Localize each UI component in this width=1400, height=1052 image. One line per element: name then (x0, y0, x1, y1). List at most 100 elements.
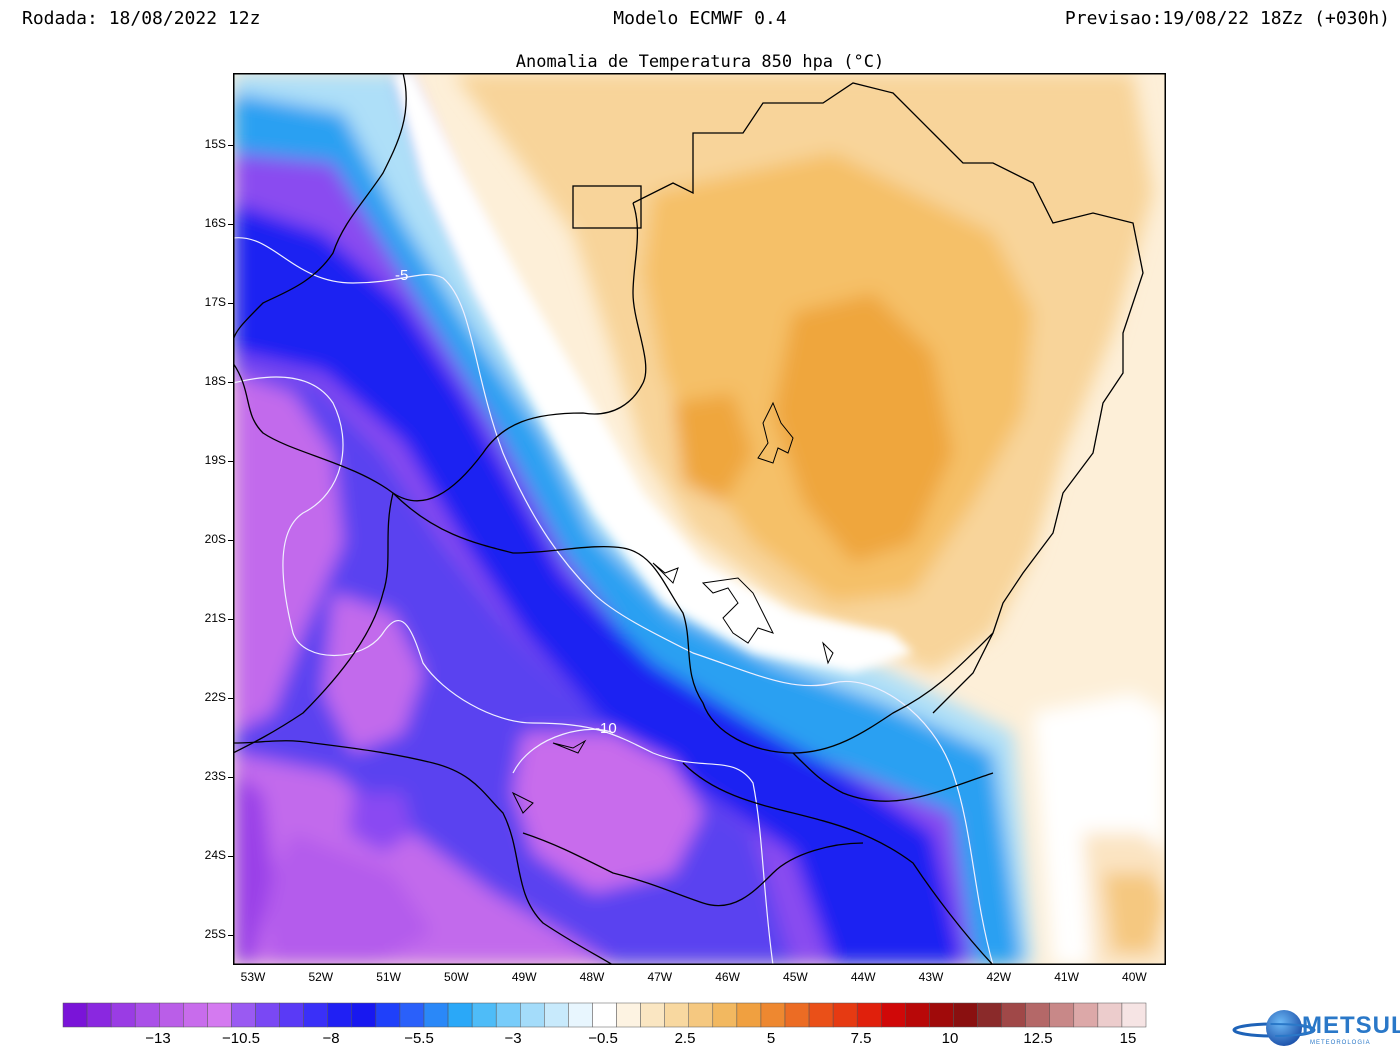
lon-label: 43W (918, 970, 944, 984)
colorbar-label: 5 (766, 1030, 776, 1047)
colorbar-swatch (255, 1002, 280, 1028)
colorbar-label: 10 (941, 1030, 959, 1047)
lat-tick (228, 461, 234, 462)
model-name: Modelo ECMWF 0.4 (613, 8, 787, 29)
lat-label: 16S (204, 216, 226, 230)
reservoirs (511, 401, 834, 814)
logo-name: METSUL (1302, 1012, 1400, 1039)
colorbar-swatch (399, 1002, 425, 1028)
lat-label: 20S (204, 532, 226, 546)
contour-label-minus5: -5 (395, 267, 408, 284)
lon-label: 44W (850, 970, 876, 984)
colorbar-swatch (1001, 1002, 1026, 1028)
lat-label: 23S (204, 769, 226, 783)
colorbar-swatch (423, 1002, 449, 1028)
forecast-time: Previsao:19/08/22 18Zz (+030h) (1064, 8, 1390, 29)
lat-tick (228, 540, 234, 541)
colorbar-swatch (495, 1002, 521, 1028)
colorbar-swatch (664, 1002, 689, 1028)
colorbar-swatch (183, 1002, 208, 1028)
colorbar-swatch (808, 1002, 834, 1028)
colorbar-swatch (62, 1002, 88, 1028)
colorbar-swatch (688, 1002, 714, 1028)
colorbar-swatch (1097, 1002, 1123, 1028)
contour-minus10 (233, 376, 774, 965)
colorbar-swatch (159, 1002, 184, 1028)
colorbar-swatch (640, 1002, 665, 1028)
lat-tick (228, 382, 234, 383)
colorbar-swatch (544, 1002, 569, 1028)
lon-label: 53W (240, 970, 266, 984)
colorbar-label: −13 (145, 1030, 171, 1047)
lat-tick (228, 856, 234, 857)
colorbar-label: −0.5 (588, 1030, 618, 1047)
state-borders (233, 73, 1144, 965)
contour-label-minus10: -10 (595, 720, 617, 737)
lat-label: 19S (204, 453, 226, 467)
lon-label: 40W (1122, 970, 1147, 984)
lat-tick (228, 303, 234, 304)
colorbar-swatch (375, 1002, 401, 1028)
temperature-anomaly-map: -5 -10 (233, 73, 1166, 965)
colorbar-swatch (1073, 1002, 1099, 1028)
colorbar-swatch (616, 1002, 641, 1028)
colorbar-label: 7.5 (850, 1030, 872, 1047)
lon-label: 41W (1054, 970, 1079, 984)
lat-label: 24S (204, 848, 226, 862)
colorbar-swatch (1121, 1002, 1147, 1028)
colorbar-swatch (1049, 1002, 1075, 1028)
lon-label: 47W (647, 970, 673, 984)
colorbar-swatch (86, 1002, 112, 1028)
lon-label: 45W (783, 970, 808, 984)
colorbar-swatch (592, 1002, 617, 1028)
lon-label: 50W (444, 970, 469, 984)
lat-label: 15S (204, 137, 226, 151)
colorbar-label: −10.5 (222, 1030, 260, 1047)
lat-label: 17S (204, 295, 226, 309)
colorbar-swatch (134, 1002, 160, 1028)
colorbar-swatch (856, 1002, 882, 1028)
colorbar-label: 15 (1119, 1030, 1137, 1047)
colorbar-swatch (832, 1002, 858, 1028)
lon-label: 52W (308, 970, 334, 984)
lat-tick (228, 145, 234, 146)
metsul-logo-icon (1232, 1010, 1316, 1046)
lat-tick (228, 619, 234, 620)
colorbar (62, 1002, 1147, 1028)
colorbar-swatch (279, 1002, 304, 1028)
colorbar-swatch (760, 1002, 786, 1028)
colorbar-swatch (351, 1002, 377, 1028)
colorbar-swatch (953, 1002, 978, 1028)
lat-tick (228, 935, 234, 936)
lon-label: 51W (376, 970, 401, 984)
lat-label: 21S (204, 611, 226, 625)
lat-tick (228, 224, 234, 225)
colorbar-swatch (712, 1002, 738, 1028)
contour-minus5 (233, 237, 994, 965)
lat-label: 18S (204, 374, 226, 388)
colorbar-swatch (520, 1002, 545, 1028)
map-title: Anomalia de Temperatura 850 hpa (°C) (515, 52, 885, 72)
lon-label: 48W (579, 970, 605, 984)
colorbar-swatch (207, 1002, 232, 1028)
zero-anomaly-band (393, 73, 913, 673)
colorbar-swatch (1025, 1002, 1050, 1028)
colorbar-label: −8 (322, 1030, 340, 1047)
colorbar-swatch (736, 1002, 762, 1028)
lat-label: 25S (204, 927, 226, 941)
colorbar-label: 2.5 (674, 1030, 696, 1047)
colorbar-swatch (905, 1002, 930, 1028)
lon-label: 49W (511, 970, 537, 984)
lon-label: 46W (715, 970, 740, 984)
colorbar-swatch (447, 1002, 473, 1028)
colorbar-swatch (110, 1002, 136, 1028)
lat-label: 22S (204, 690, 226, 704)
run-time: Rodada: 18/08/2022 12z (22, 8, 261, 29)
colorbar-label: 12.5 (1023, 1030, 1053, 1047)
logo-subtitle: METEOROLOGIA (1310, 1040, 1371, 1046)
colorbar-swatch (327, 1002, 353, 1028)
colorbar-swatch (784, 1002, 810, 1028)
colorbar-swatch (471, 1002, 497, 1028)
colorbar-label: −5.5 (404, 1030, 434, 1047)
lat-tick (228, 777, 234, 778)
